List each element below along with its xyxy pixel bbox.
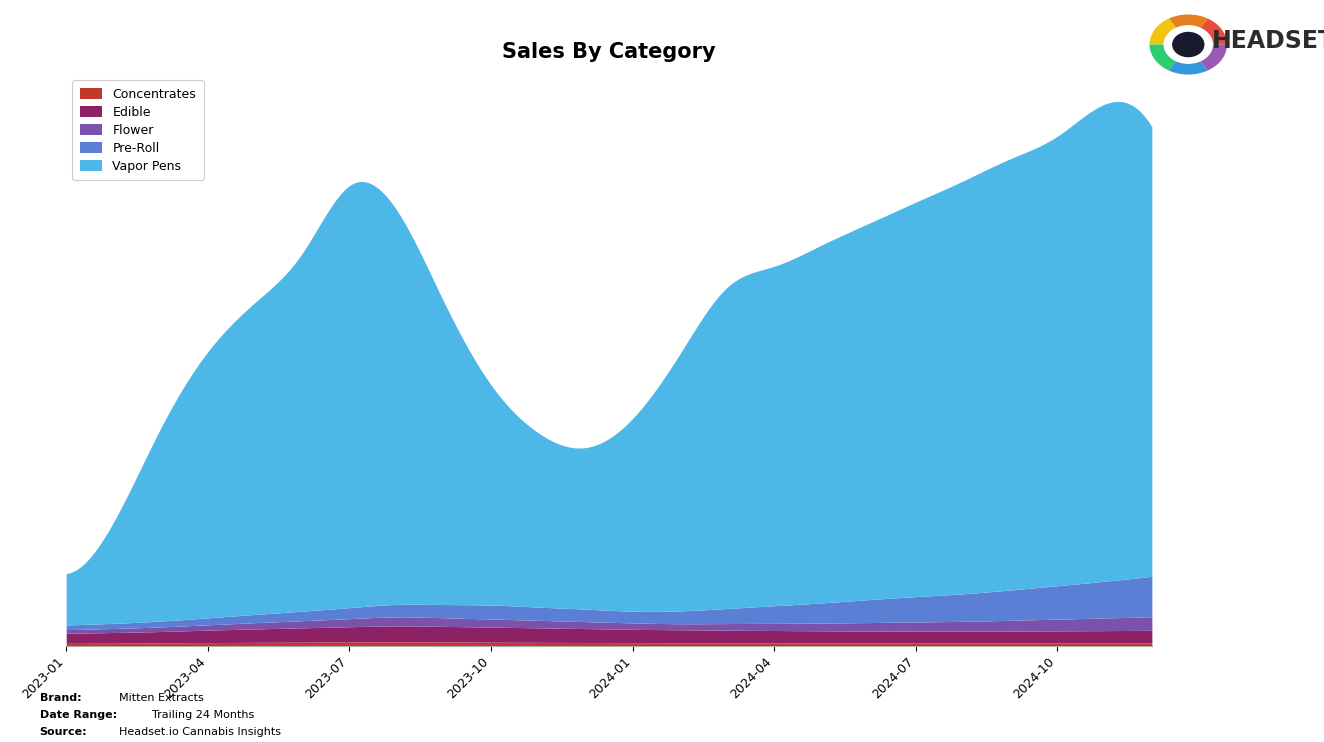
Wedge shape bbox=[1149, 19, 1189, 45]
Text: HEADSET: HEADSET bbox=[1211, 29, 1324, 53]
Text: Trailing 24 Months: Trailing 24 Months bbox=[152, 710, 254, 720]
Circle shape bbox=[1173, 33, 1204, 56]
Text: Mitten Extracts: Mitten Extracts bbox=[119, 693, 204, 703]
Text: Date Range:: Date Range: bbox=[40, 710, 117, 720]
Wedge shape bbox=[1149, 45, 1189, 70]
Text: Source:: Source: bbox=[40, 726, 87, 737]
Circle shape bbox=[1164, 26, 1213, 63]
Legend: Concentrates, Edible, Flower, Pre-Roll, Vapor Pens: Concentrates, Edible, Flower, Pre-Roll, … bbox=[73, 80, 204, 180]
Wedge shape bbox=[1189, 19, 1227, 45]
Text: Headset.io Cannabis Insights: Headset.io Cannabis Insights bbox=[119, 726, 281, 737]
Wedge shape bbox=[1169, 45, 1207, 75]
Title: Sales By Category: Sales By Category bbox=[502, 42, 716, 62]
Wedge shape bbox=[1189, 45, 1227, 70]
Text: Brand:: Brand: bbox=[40, 693, 81, 703]
Wedge shape bbox=[1169, 14, 1207, 45]
